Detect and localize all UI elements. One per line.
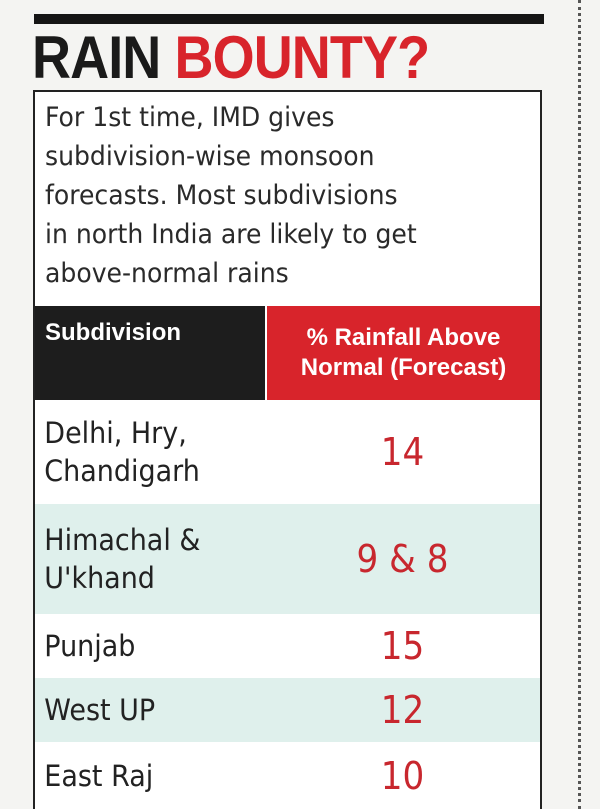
infographic-panel: For 1st time, IMD gives subdivision-wise… xyxy=(33,90,542,809)
table-header: Subdivision % Rainfall Above Normal (For… xyxy=(35,306,540,400)
subdivision-line: U'khand xyxy=(44,561,155,595)
subdivision-line: Delhi, Hry, xyxy=(44,416,187,450)
headline-part-2: BOUNTY? xyxy=(174,24,431,91)
column-header-subdivision: Subdivision xyxy=(35,306,265,400)
subdivision-cell: Himachal & U'khand xyxy=(35,521,249,597)
subdivision-line: East Raj xyxy=(44,758,154,793)
rainfall-value-cell: 12 xyxy=(380,688,425,732)
headline-part-1: RAIN xyxy=(32,24,161,91)
column-header-line: Normal (Forecast) xyxy=(300,354,507,381)
table-row: Punjab 15 xyxy=(35,614,540,678)
intro-text: For 1st time, IMD gives subdivision-wise… xyxy=(45,98,501,293)
dotted-column-rule xyxy=(578,0,581,809)
subdivision-line: Chandigarh xyxy=(44,454,200,488)
header-rule xyxy=(34,14,544,24)
table-row: West UP 12 xyxy=(35,678,540,742)
intro-line: forecasts. Most subdivisions xyxy=(45,180,398,211)
subdivision-line: West UP xyxy=(44,693,156,727)
subdivision-cell: Delhi, Hry, Chandigarh xyxy=(35,414,249,490)
headline: RAIN BOUNTY? xyxy=(32,24,431,91)
subdivision-line: Himachal & xyxy=(44,523,201,557)
intro-line: above-normal rains xyxy=(45,258,289,289)
rainfall-value-cell: 9 & 8 xyxy=(356,537,449,581)
forecast-table: Subdivision % Rainfall Above Normal (For… xyxy=(35,306,540,809)
intro-line: subdivision-wise monsoon xyxy=(45,141,375,172)
subdivision-line: Punjab xyxy=(44,629,136,663)
subdivision-cell: East Raj xyxy=(35,757,249,795)
column-header-line: % Rainfall Above xyxy=(306,324,501,351)
table-row: East Raj 10 xyxy=(35,742,540,809)
rainfall-value-cell: 10 xyxy=(380,753,425,798)
table-row: Himachal & U'khand 9 & 8 xyxy=(35,504,540,614)
subdivision-cell: West UP xyxy=(35,691,249,729)
subdivision-cell: Punjab xyxy=(35,627,249,665)
column-header-rainfall: % Rainfall Above Normal (Forecast) xyxy=(265,306,540,400)
table-row: Delhi, Hry, Chandigarh 14 xyxy=(35,400,540,504)
intro-line: For 1st time, IMD gives xyxy=(45,102,335,133)
rainfall-value-cell: 14 xyxy=(380,430,425,474)
rainfall-value-cell: 15 xyxy=(380,624,425,668)
intro-line: in north India are likely to get xyxy=(45,219,417,250)
